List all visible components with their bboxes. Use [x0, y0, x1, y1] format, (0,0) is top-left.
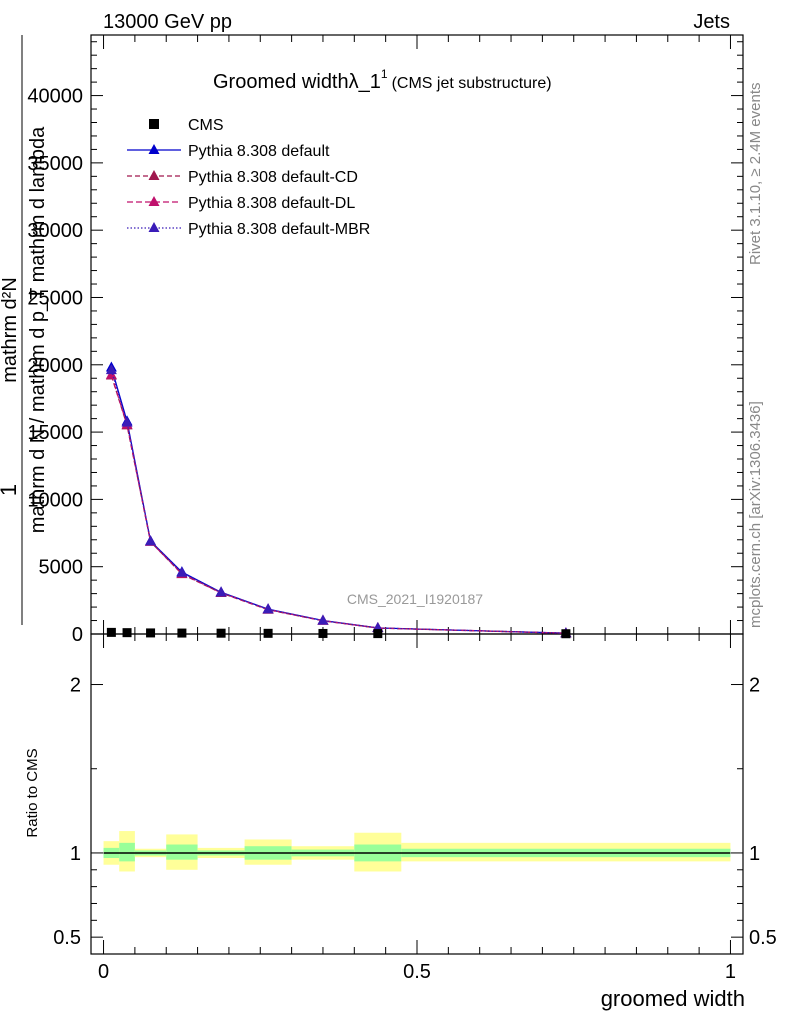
tick-labels: 0 5000 10000 15000 20000 25000 30000 35000 40000… [27, 86, 776, 983]
x-tick-label: 1 [725, 961, 736, 983]
series-line [110, 375, 566, 634]
x-tick-label: 0.5 [403, 961, 431, 983]
series-marker [121, 416, 133, 427]
watermark: CMS_2021_I1920187 [347, 591, 483, 607]
ratio-uncertainty-bands [103, 831, 731, 872]
ratio-band-green [119, 842, 135, 862]
y-axis-label: 1 mathrm d²N mathrm d N / mathrm d p_T m… [0, 35, 49, 625]
ratio-y-tick-label: 1 [70, 843, 81, 865]
y-tick-label: 25000 [27, 287, 83, 309]
cms-point [373, 629, 383, 639]
cms-point [122, 628, 132, 638]
y-tick-label: 35000 [27, 153, 83, 175]
series-marker [176, 566, 188, 577]
ratio-band-green [166, 844, 198, 860]
ratio-plot-frame [90, 633, 744, 955]
cms-point [263, 628, 273, 638]
x-axis-label: groomed width [601, 986, 745, 1011]
legend-label: Pythia 8.308 default-CD [188, 169, 358, 186]
cms-point [216, 628, 226, 638]
series-marker [105, 364, 117, 375]
ratio-y-axis-label: Ratio to CMS [24, 748, 41, 837]
legend: CMS Pythia 8.308 default Pythia 8.308 defa… [127, 117, 370, 238]
legend-cms-label: CMS [188, 117, 224, 134]
ratio-y-tick-label: 0.5 [53, 927, 81, 949]
chart-title-sub: (CMS jet substructure) [392, 75, 552, 92]
legend-label: Pythia 8.308 default-MBR [188, 221, 370, 238]
cms-point [318, 628, 328, 638]
legend-cms-marker [149, 119, 159, 129]
cms-point [177, 628, 187, 638]
legend-marker [148, 196, 160, 206]
legend-label: Pythia 8.308 default [188, 143, 330, 160]
y-tick-label: 40000 [27, 86, 83, 108]
y-tick-label: 15000 [27, 422, 83, 444]
header-jets: Jets [693, 11, 730, 33]
y-tick-label: 20000 [27, 355, 83, 377]
ratio-y-tick-label-right: 0.5 [749, 927, 777, 949]
series-marker [145, 535, 157, 546]
mc-series [105, 361, 572, 638]
legend-marker [148, 222, 160, 232]
y-tick-label: 10000 [27, 489, 83, 511]
series-marker [262, 603, 274, 614]
series-marker [317, 614, 329, 625]
cms-point [561, 629, 571, 639]
y-axis-label-denominator: mathrm d N / mathrm d p_T mathrm d lambd… [27, 126, 49, 533]
series-line [110, 369, 566, 634]
mcplots-label: mcplots.cern.ch [arXiv:1306.3436] [747, 401, 764, 628]
legend-marker [148, 144, 160, 154]
x-tick-label: 0 [98, 961, 109, 983]
axis-ticks [91, 35, 743, 954]
y-axis-label-numerator: mathrm d²N [0, 277, 21, 383]
series-line [110, 374, 566, 634]
y-tick-label: 5000 [39, 557, 84, 579]
rivet-label: Rivet 3.1.10, ≥ 2.4M events [747, 83, 764, 266]
y-tick-label: 30000 [27, 220, 83, 242]
series-line [110, 367, 566, 634]
series-marker [215, 586, 227, 597]
chart-title-sup: 1 [381, 67, 388, 81]
legend-marker [148, 170, 160, 180]
cms-point [146, 628, 156, 638]
cms-point [106, 627, 116, 637]
chart-title-main: Groomed widthλ_1 [213, 71, 381, 93]
chart-title: Groomed widthλ_11 (CMS jet substructure) [213, 67, 552, 93]
legend-label: Pythia 8.308 default-DL [188, 195, 355, 212]
header-energy: 13000 GeV pp [103, 11, 232, 33]
ratio-y-tick-label-right: 2 [749, 675, 760, 697]
y-tick-label: 0 [72, 624, 83, 646]
cms-data-points [106, 627, 571, 639]
y-axis-label-prefix: 1 [0, 484, 21, 496]
ratio-y-tick-label-right: 1 [749, 843, 760, 865]
ratio-y-tick-label: 2 [70, 675, 81, 697]
